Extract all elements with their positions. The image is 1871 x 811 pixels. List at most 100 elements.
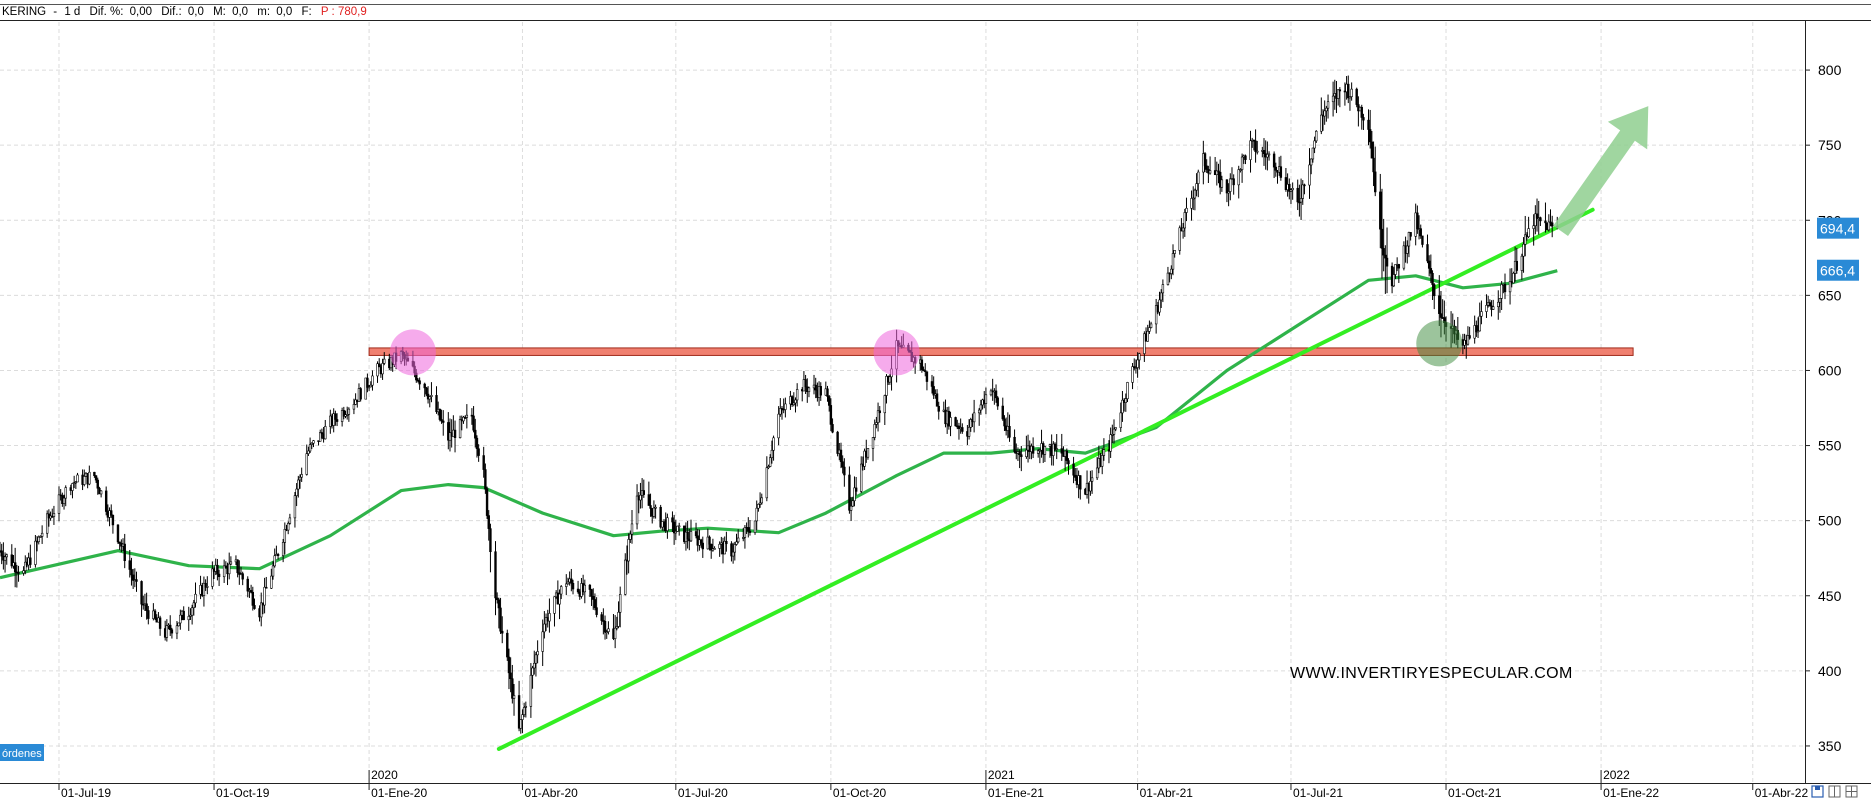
candle-body — [1288, 183, 1291, 192]
candle-body — [335, 419, 339, 422]
candle-body — [334, 413, 337, 420]
candle-body — [1380, 228, 1384, 249]
candle-body — [1326, 101, 1330, 109]
candle-body — [1166, 272, 1170, 285]
candle-body — [814, 384, 817, 391]
candle-body — [989, 390, 993, 396]
candle-body — [1274, 166, 1278, 171]
candle-body — [62, 497, 66, 504]
candle-body — [777, 413, 780, 439]
candle-body — [423, 383, 426, 389]
candle-body — [784, 403, 787, 410]
candle-body — [438, 409, 442, 420]
candle-body — [1485, 304, 1488, 312]
candle-body — [779, 408, 782, 415]
candle-body — [1232, 178, 1235, 186]
candle-body — [725, 541, 728, 545]
candle-body — [1121, 399, 1124, 414]
header-dif-label: Dif.: — [161, 6, 181, 18]
window-controls — [1811, 785, 1858, 798]
candle-body — [1534, 213, 1537, 227]
candle-body — [354, 399, 357, 405]
candle-body — [128, 560, 131, 570]
candle-body — [1001, 405, 1004, 420]
candle-body — [1090, 477, 1094, 482]
candle-body — [977, 409, 981, 414]
header-m2-value: 0,0 — [276, 6, 292, 18]
candle-body — [1111, 434, 1114, 436]
candle-body — [994, 390, 998, 399]
candle-body — [320, 432, 324, 435]
candle-body — [1350, 88, 1353, 97]
candle-body — [295, 488, 298, 496]
candle-body — [169, 624, 172, 631]
candle-body — [367, 386, 371, 389]
candle-body — [206, 586, 209, 588]
support-trendline — [496, 207, 1595, 751]
year-label: 2022 — [1603, 768, 1630, 782]
candle-body — [273, 555, 276, 567]
candle-body — [1170, 268, 1173, 274]
candle-body — [187, 616, 190, 621]
candle-body — [1262, 150, 1266, 155]
candle-body — [1148, 327, 1151, 332]
candle-body — [967, 426, 971, 437]
candle-body — [224, 565, 228, 568]
candle-body — [477, 448, 480, 456]
candle-body — [676, 525, 679, 532]
candle-body — [731, 551, 735, 557]
candle-body — [319, 432, 322, 442]
candle-body — [428, 396, 431, 400]
candle-body — [1439, 313, 1443, 318]
candle-body — [1547, 221, 1551, 231]
candle-body — [1478, 315, 1481, 332]
candle-body — [442, 420, 445, 423]
candle-body — [39, 536, 42, 538]
candle-body — [755, 507, 758, 522]
candle-body — [807, 387, 811, 393]
candle-body — [495, 597, 499, 601]
highlight-circle-pink — [389, 329, 436, 376]
candle-body — [298, 476, 302, 481]
candle-body — [588, 584, 592, 590]
candle-body — [1225, 179, 1229, 194]
candle-body — [371, 375, 374, 386]
candle-body — [45, 513, 49, 534]
orders-tab[interactable]: órdenes — [0, 744, 44, 761]
candle-body — [659, 506, 662, 528]
x-tick-label: 01-Jul-19 — [61, 786, 111, 800]
candle-body — [571, 582, 575, 590]
candle-body — [619, 594, 622, 613]
candle-body — [639, 494, 642, 501]
candle-body — [1181, 227, 1185, 232]
candle-body — [1539, 217, 1542, 222]
candle-body — [920, 359, 924, 370]
candle-body — [843, 466, 846, 476]
candle-body — [1515, 260, 1519, 271]
candle-body — [165, 625, 169, 638]
candle-body — [383, 358, 386, 364]
candle-body — [22, 570, 25, 574]
candle-body — [747, 527, 750, 532]
candle-body — [1036, 450, 1040, 454]
candle-body — [1185, 207, 1188, 213]
candle-body — [484, 469, 487, 490]
candle-body — [1229, 178, 1232, 192]
candle-body — [1138, 353, 1141, 361]
candle-body — [1527, 228, 1530, 237]
candle-body — [1101, 455, 1104, 467]
candle-body — [666, 517, 669, 531]
candle-body — [1535, 213, 1539, 219]
candle-body — [1102, 449, 1106, 456]
candle-body — [499, 607, 502, 632]
candle-body — [228, 563, 231, 575]
candle-body — [71, 483, 74, 491]
candle-body — [533, 662, 536, 669]
candle-body — [241, 573, 244, 580]
x-tick-label: 01-Oct-20 — [833, 786, 887, 800]
candle-body — [281, 542, 285, 556]
candle-body — [1475, 325, 1478, 333]
candle-body — [3, 556, 7, 561]
candle-body — [1309, 158, 1313, 166]
